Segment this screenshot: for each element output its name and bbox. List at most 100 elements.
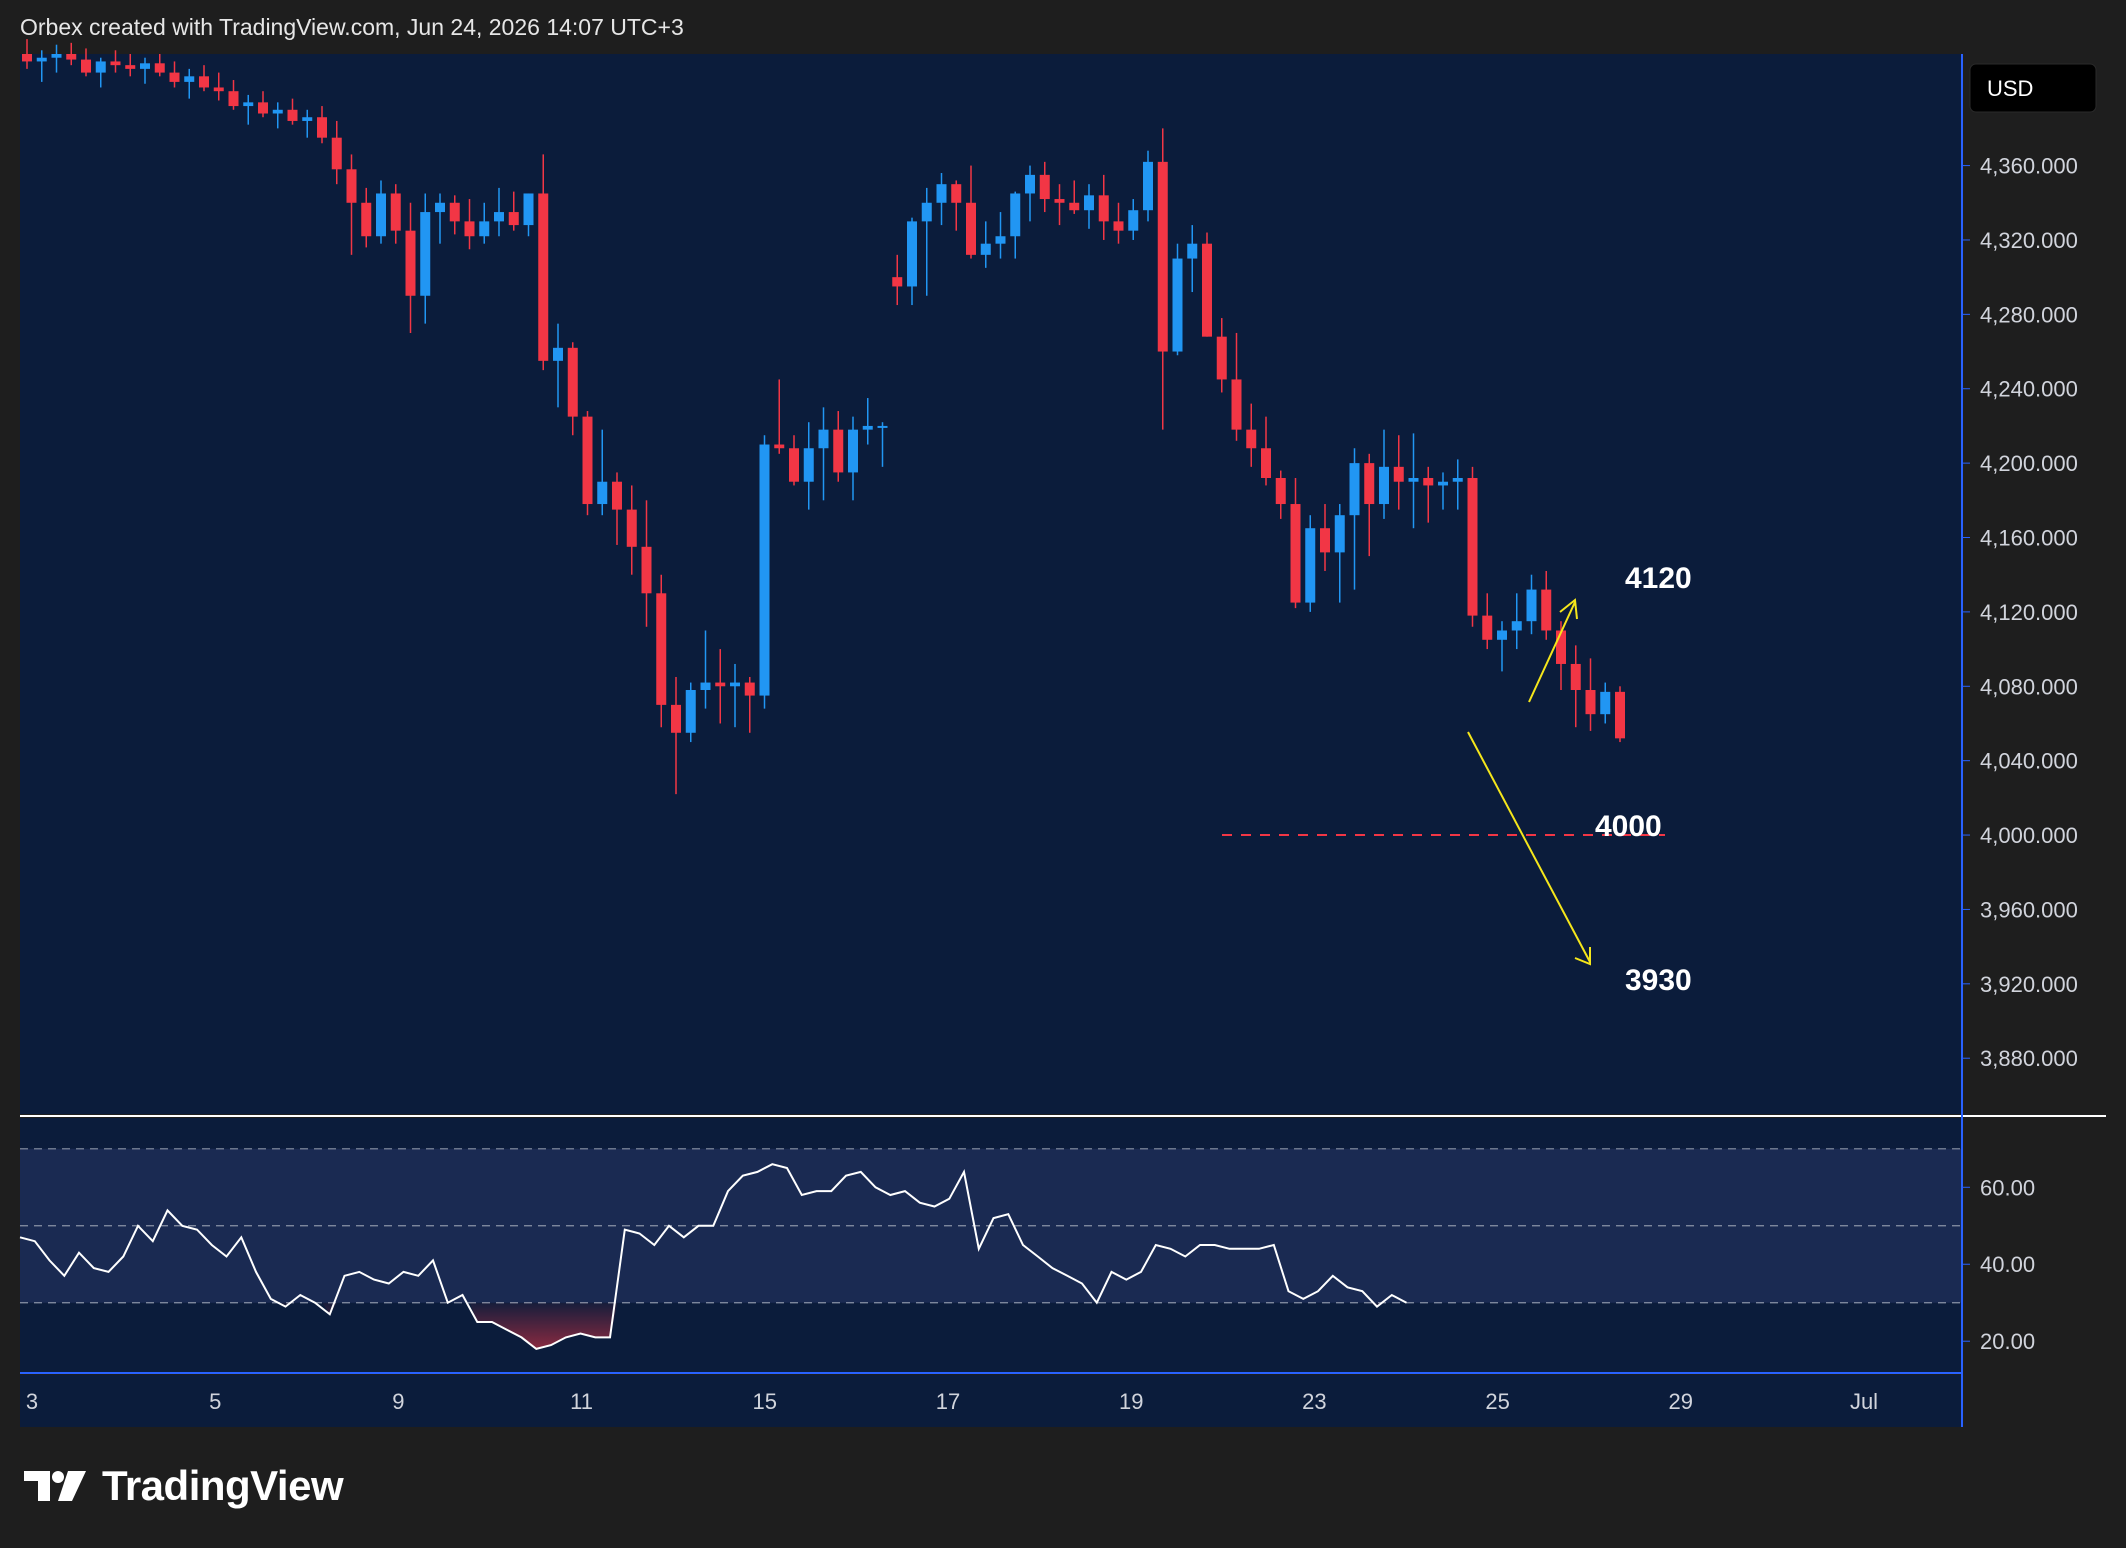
candle[interactable] — [567, 342, 578, 436]
candle[interactable] — [302, 109, 313, 138]
candle[interactable] — [81, 48, 91, 77]
candle[interactable] — [892, 254, 903, 306]
candle[interactable] — [1570, 645, 1581, 728]
candle[interactable] — [1157, 128, 1168, 430]
candle[interactable] — [1511, 593, 1522, 650]
candle[interactable] — [1216, 318, 1227, 393]
candle[interactable] — [1290, 478, 1301, 609]
candle[interactable] — [1467, 466, 1478, 627]
candle[interactable] — [22, 39, 32, 69]
candle[interactable] — [1275, 470, 1286, 519]
candle[interactable] — [980, 221, 991, 268]
candle[interactable] — [1334, 504, 1345, 603]
candle[interactable] — [1364, 453, 1375, 557]
currency-button[interactable]: USD — [1969, 63, 2097, 113]
candle[interactable] — [612, 472, 622, 545]
candle[interactable] — [287, 98, 298, 125]
candle[interactable] — [582, 411, 593, 516]
candle[interactable] — [656, 574, 667, 728]
tradingview-logo[interactable]: TradingView — [24, 1462, 344, 1510]
candle[interactable] — [730, 663, 740, 728]
candle[interactable] — [1600, 682, 1611, 724]
candle[interactable] — [1025, 165, 1035, 222]
candle[interactable] — [1172, 243, 1183, 356]
candle[interactable] — [449, 195, 460, 235]
candle[interactable] — [833, 411, 844, 482]
candle[interactable] — [95, 57, 106, 88]
candle[interactable] — [1143, 150, 1153, 222]
candle[interactable] — [1497, 621, 1507, 672]
candle[interactable] — [789, 435, 799, 486]
candle[interactable] — [1438, 472, 1448, 510]
candle[interactable] — [1349, 448, 1360, 590]
candle[interactable] — [744, 676, 755, 733]
candle[interactable] — [1098, 174, 1109, 240]
candle[interactable] — [494, 187, 504, 237]
candle[interactable] — [700, 630, 711, 709]
candle[interactable] — [1393, 435, 1404, 510]
price-axis[interactable]: 4,360.000 4,320.000 4,280.000 4,240.000 4,20… — [1962, 154, 2078, 1072]
candle[interactable] — [361, 187, 372, 248]
candle[interactable] — [848, 416, 858, 501]
candle[interactable] — [1615, 686, 1625, 743]
candle[interactable] — [553, 323, 563, 408]
candle[interactable] — [862, 398, 873, 445]
candle[interactable] — [1246, 403, 1257, 467]
candle[interactable] — [125, 54, 136, 77]
candle[interactable] — [1482, 593, 1493, 650]
candle[interactable] — [1128, 199, 1139, 240]
candle[interactable] — [110, 50, 121, 73]
candle[interactable] — [213, 72, 224, 101]
candle[interactable] — [715, 649, 726, 724]
time-axis[interactable] — [20, 1375, 1962, 1427]
candle[interactable] — [1379, 429, 1389, 519]
candle[interactable] — [995, 212, 1006, 259]
candle[interactable] — [51, 44, 62, 73]
candle[interactable] — [317, 106, 327, 144]
arrow-down[interactable] — [1467, 731, 1591, 963]
candle[interactable] — [774, 379, 785, 454]
candle[interactable] — [1541, 570, 1552, 640]
candle[interactable] — [1320, 504, 1330, 571]
candle[interactable] — [1069, 180, 1080, 214]
rsi-line[interactable] — [19, 1163, 1407, 1350]
candle[interactable] — [538, 154, 549, 371]
candle[interactable] — [169, 61, 180, 88]
rsi-axis[interactable]: 60.00 40.00 20.00 — [1962, 1175, 2035, 1354]
candle[interactable] — [966, 165, 976, 259]
candle[interactable] — [685, 682, 696, 743]
candle[interactable] — [1585, 658, 1596, 731]
candle[interactable] — [199, 65, 209, 92]
candle[interactable] — [435, 193, 445, 244]
candle[interactable] — [508, 191, 519, 231]
candle[interactable] — [1202, 232, 1212, 337]
arrow-up[interactable] — [1528, 601, 1576, 703]
candle[interactable] — [346, 154, 357, 255]
candle[interactable] — [803, 422, 814, 510]
candle[interactable] — [228, 80, 239, 110]
candle[interactable] — [1452, 459, 1463, 510]
candle[interactable] — [66, 42, 77, 66]
candle[interactable] — [258, 91, 268, 118]
candle[interactable] — [479, 202, 490, 244]
candle[interactable] — [1113, 202, 1124, 244]
candle[interactable] — [1084, 184, 1094, 229]
candle[interactable] — [1261, 416, 1271, 486]
candle[interactable] — [1408, 433, 1419, 529]
candle[interactable] — [154, 54, 165, 77]
candle[interactable] — [331, 120, 342, 185]
candle[interactable] — [907, 217, 917, 306]
candle[interactable] — [376, 180, 386, 244]
candle[interactable] — [877, 422, 888, 467]
candle[interactable] — [1054, 184, 1065, 226]
candle[interactable] — [641, 500, 652, 627]
candle[interactable] — [140, 57, 150, 84]
candle[interactable] — [818, 407, 829, 501]
candle[interactable] — [1526, 574, 1537, 635]
candle[interactable] — [1423, 466, 1434, 523]
candle[interactable] — [1187, 225, 1198, 293]
candle[interactable] — [405, 202, 416, 333]
candle[interactable] — [1039, 161, 1050, 213]
candle[interactable] — [759, 435, 770, 709]
